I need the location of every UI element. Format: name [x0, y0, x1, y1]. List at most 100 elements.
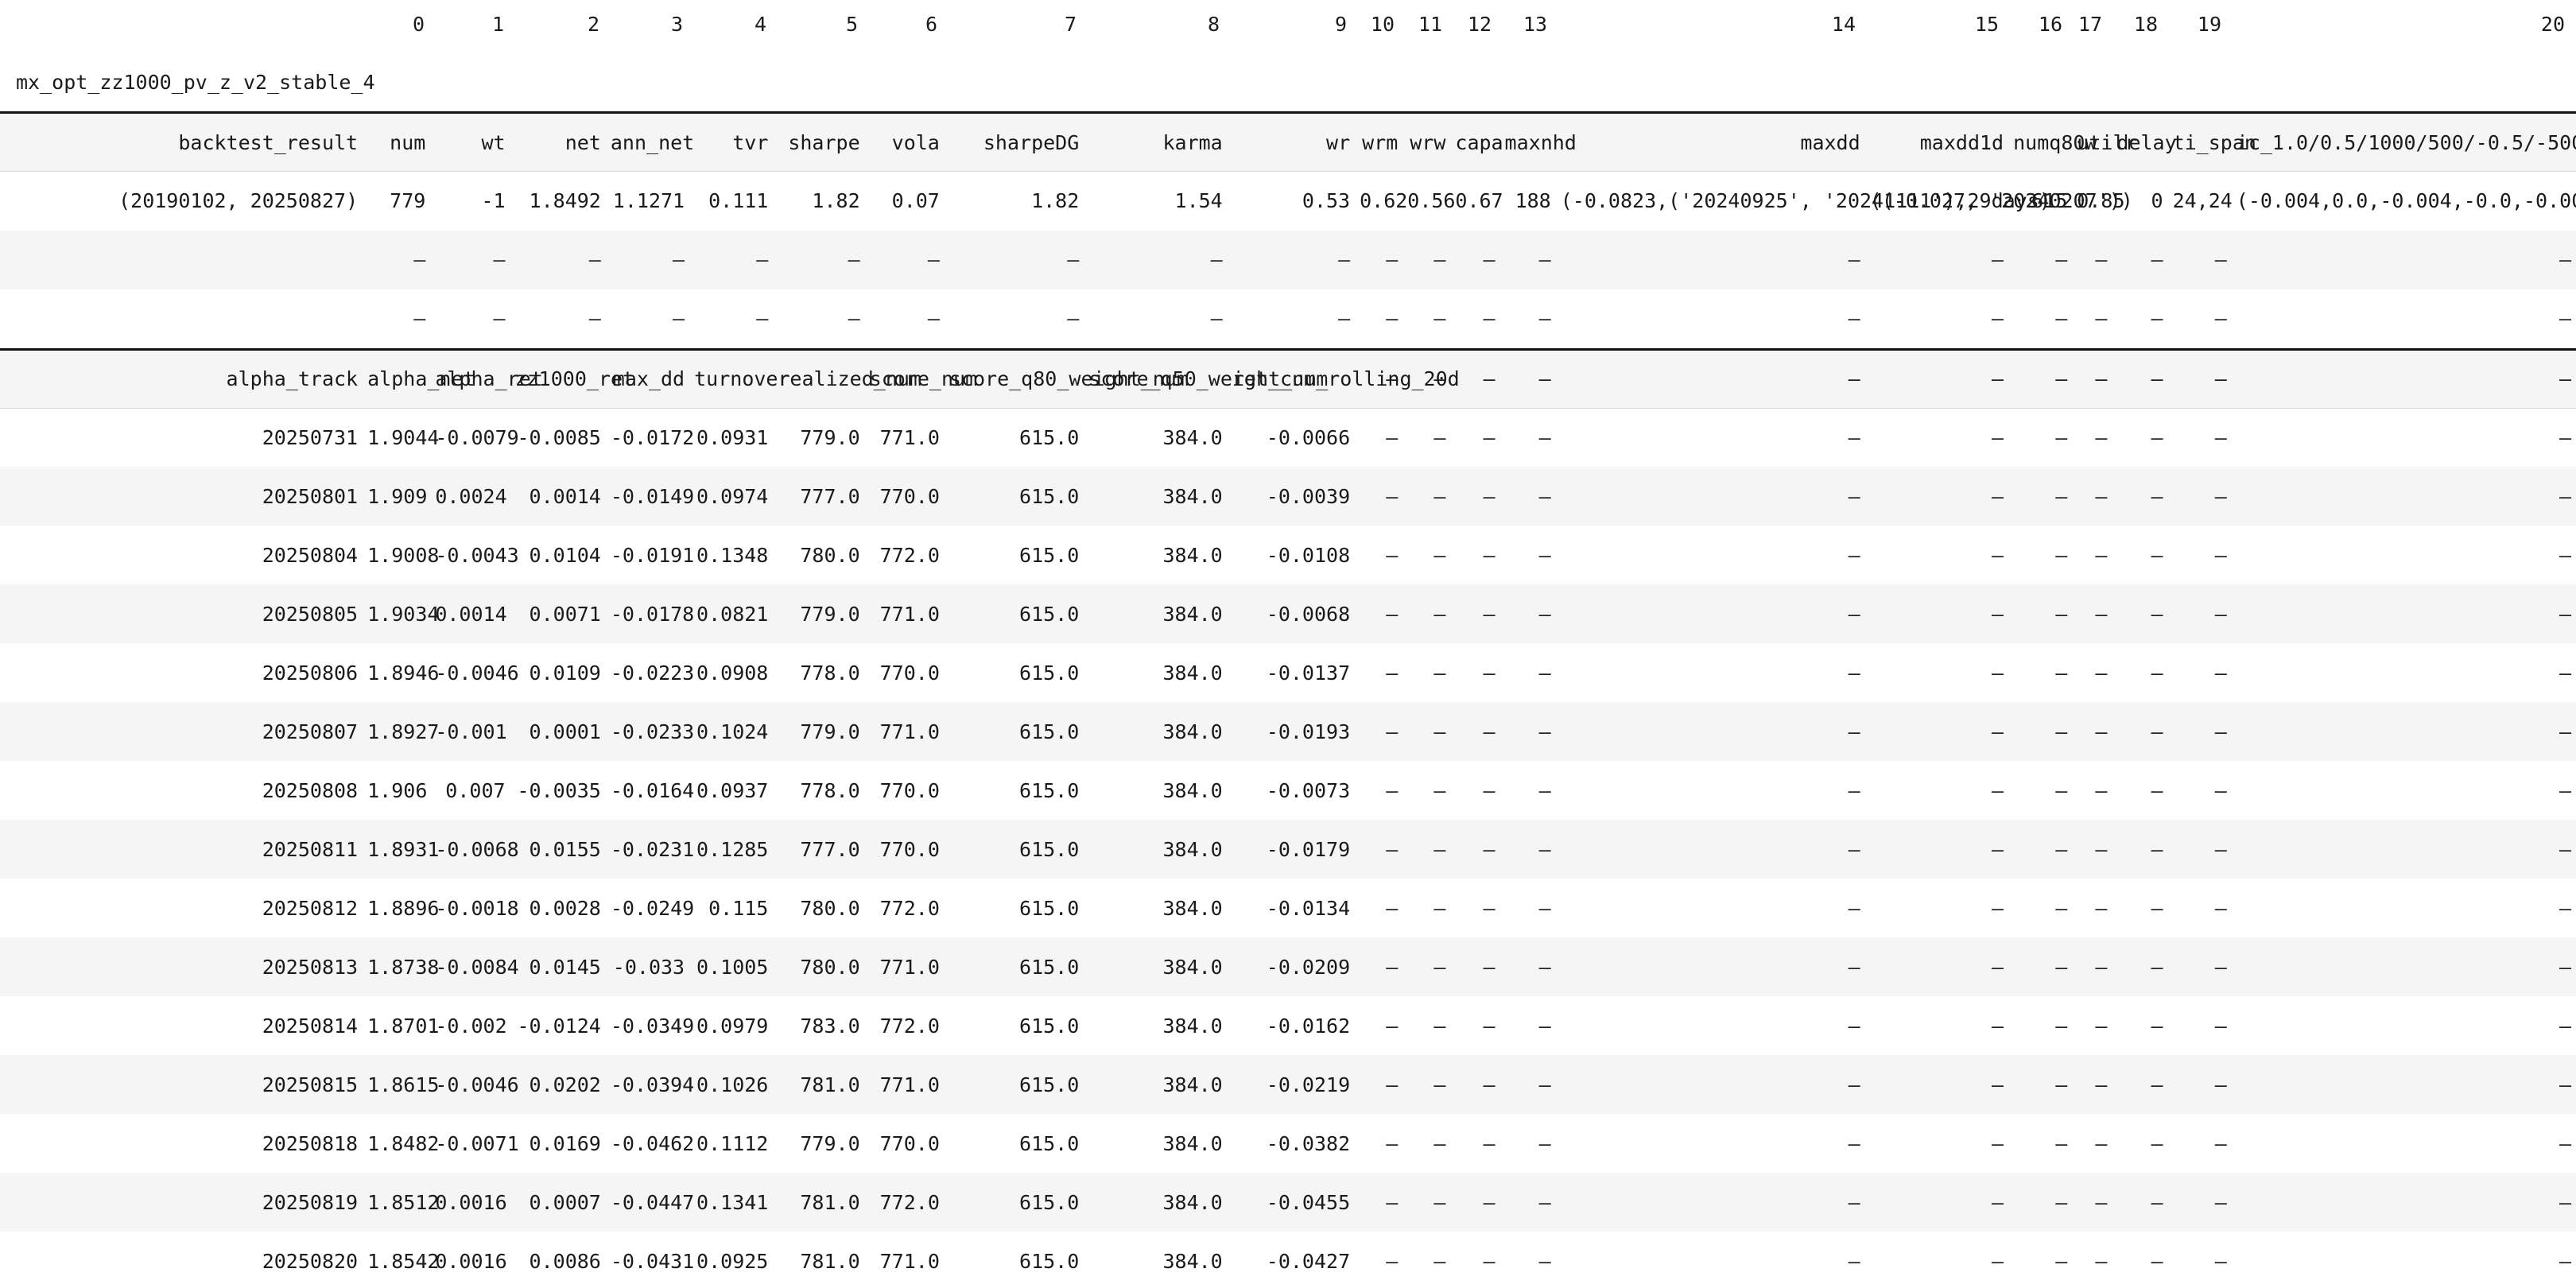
- table-cell: —: [1992, 484, 2004, 508]
- table-cell: 1.8542: [367, 1249, 440, 1273]
- table-cell: 783.0: [800, 1014, 860, 1038]
- table-cell: 384.0: [1162, 484, 1223, 508]
- table-row: 20250812 1.8896 -0.0018 0.0028 -0.0249 0.115 7…: [0, 879, 2576, 937]
- table-cell: 1.54: [1174, 189, 1223, 213]
- table-cell: -0.0046: [435, 1073, 519, 1096]
- table-cell: —: [1483, 307, 1496, 330]
- table-cell: —: [2095, 720, 2108, 743]
- table-cell: —: [2151, 955, 2163, 979]
- table-cell: —: [1483, 837, 1496, 861]
- table-cell: —: [1386, 896, 1399, 920]
- table-cell: 1.8492: [529, 189, 601, 213]
- table-cell: —: [1848, 425, 1860, 449]
- table-cell: —: [1538, 1131, 1551, 1155]
- column-header: tvr: [689, 112, 774, 172]
- table-cell: 384.0: [1162, 837, 1223, 861]
- column-header: backtest_result: [0, 112, 363, 172]
- table-cell: —: [1538, 602, 1551, 626]
- table-cell: —: [1386, 1131, 1399, 1155]
- table-cell: -0.0178: [610, 602, 695, 626]
- table-cell: -0.0043: [435, 543, 519, 567]
- table-cell: —: [1067, 248, 1080, 271]
- table-cell: 0.0024: [435, 484, 507, 508]
- table-cell: —: [2151, 1073, 2163, 1096]
- row-label-cell: 20250820: [262, 1249, 359, 1273]
- table-cell: 0.0931: [696, 425, 769, 449]
- table-cell: 384.0: [1162, 720, 1223, 743]
- column-index-0: 0: [412, 13, 425, 36]
- table-row: 20250805 1.9034 0.0014 0.0071 -0.0178 0.0821 7…: [0, 584, 2576, 643]
- table-cell: —: [2559, 661, 2571, 685]
- table-cell: 1.8927: [367, 720, 440, 743]
- table-row: 20250818 1.8482 -0.0071 0.0169 -0.0462 0.1112…: [0, 1114, 2576, 1173]
- table-cell: -0.0249: [610, 896, 695, 920]
- table-cell: -0.0018: [435, 896, 519, 920]
- table-cell: 384.0: [1162, 955, 1223, 979]
- column-index-18: 18: [2133, 13, 2158, 36]
- table-cell: —: [1386, 1190, 1399, 1214]
- table-cell: —: [1992, 1131, 2004, 1155]
- table-cell: —: [1992, 1073, 2004, 1096]
- table-cell: 1.8931: [367, 837, 440, 861]
- table-cell: —: [2095, 1249, 2108, 1273]
- table-cell: 1.9044: [367, 425, 440, 449]
- column-index-19: 19: [2197, 13, 2221, 36]
- table-cell: 0.0155: [529, 837, 601, 861]
- table-cell: 1.8701: [367, 1014, 440, 1038]
- table-cell: 771.0: [879, 425, 940, 449]
- table-cell: 0.0071: [529, 602, 601, 626]
- table-cell: 384.0: [1162, 1014, 1223, 1038]
- table-cell: -0.0233: [610, 720, 695, 743]
- table-cell: -0.0085: [517, 425, 601, 449]
- table-cell: —: [2055, 1190, 2068, 1214]
- table-cell: —: [1433, 248, 1446, 271]
- table-cell: —: [1433, 837, 1446, 861]
- table-cell: —: [1433, 484, 1446, 508]
- column-header: vola: [864, 112, 945, 172]
- table-cell: —: [1433, 543, 1446, 567]
- table-cell: —: [1433, 425, 1446, 449]
- table-cell: -0.0382: [1266, 1131, 1351, 1155]
- table-cell: 0.1005: [696, 955, 769, 979]
- table-cell: —: [1386, 661, 1399, 685]
- table-cell: —: [1483, 1131, 1496, 1155]
- table-cell: 1.9034: [367, 602, 440, 626]
- row-label-cell: 20250808: [262, 778, 359, 802]
- table-cell: -0.0068: [1266, 602, 1351, 626]
- table-cell: —: [2214, 1190, 2227, 1214]
- column-header: utilr: [2072, 112, 2137, 172]
- table-cell: 0.67: [1455, 189, 1503, 213]
- table-cell: -0.0035: [517, 778, 601, 802]
- table-cell: —: [1538, 1190, 1551, 1214]
- table-cell: 0.56: [1407, 189, 1456, 213]
- table-cell: —: [1210, 307, 1223, 330]
- table-cell: —: [2559, 248, 2571, 271]
- table-cell: 0.0016: [435, 1249, 507, 1273]
- table-cell: -0.0179: [1266, 837, 1351, 861]
- table-cell: 779.0: [800, 1131, 860, 1155]
- table-cell: 384.0: [1162, 1131, 1223, 1155]
- table-cell: —: [1433, 661, 1446, 685]
- table-cell: —: [2055, 955, 2068, 979]
- column-header: —: [1450, 349, 1500, 408]
- table-cell: 615.0: [1019, 720, 1080, 743]
- table-cell: —: [1386, 955, 1399, 979]
- table-row: 20250808 1.906 0.007 -0.0035 -0.0164 0.0937 77…: [0, 761, 2576, 820]
- table-cell: —: [2214, 1014, 2227, 1038]
- table-cell: —: [2559, 1014, 2571, 1038]
- table-cell: —: [2055, 1073, 2068, 1096]
- table-cell: —: [2095, 1190, 2108, 1214]
- column-header: —: [1355, 349, 1403, 408]
- table-cell: 1.82: [1031, 189, 1080, 213]
- table-cell: 780.0: [800, 543, 860, 567]
- table-cell: —: [1483, 602, 1496, 626]
- table-cell: 0.1112: [696, 1131, 769, 1155]
- table-cell: —: [1433, 307, 1446, 330]
- table-row: 20250806 1.8946 -0.0046 0.0109 -0.0223 0.0908…: [0, 643, 2576, 702]
- table-cell: —: [1483, 896, 1496, 920]
- table-cell: —: [588, 307, 601, 330]
- column-index-14: 14: [1831, 13, 1856, 36]
- table-cell: —: [1483, 1073, 1496, 1096]
- table-cell: —: [1483, 1249, 1496, 1273]
